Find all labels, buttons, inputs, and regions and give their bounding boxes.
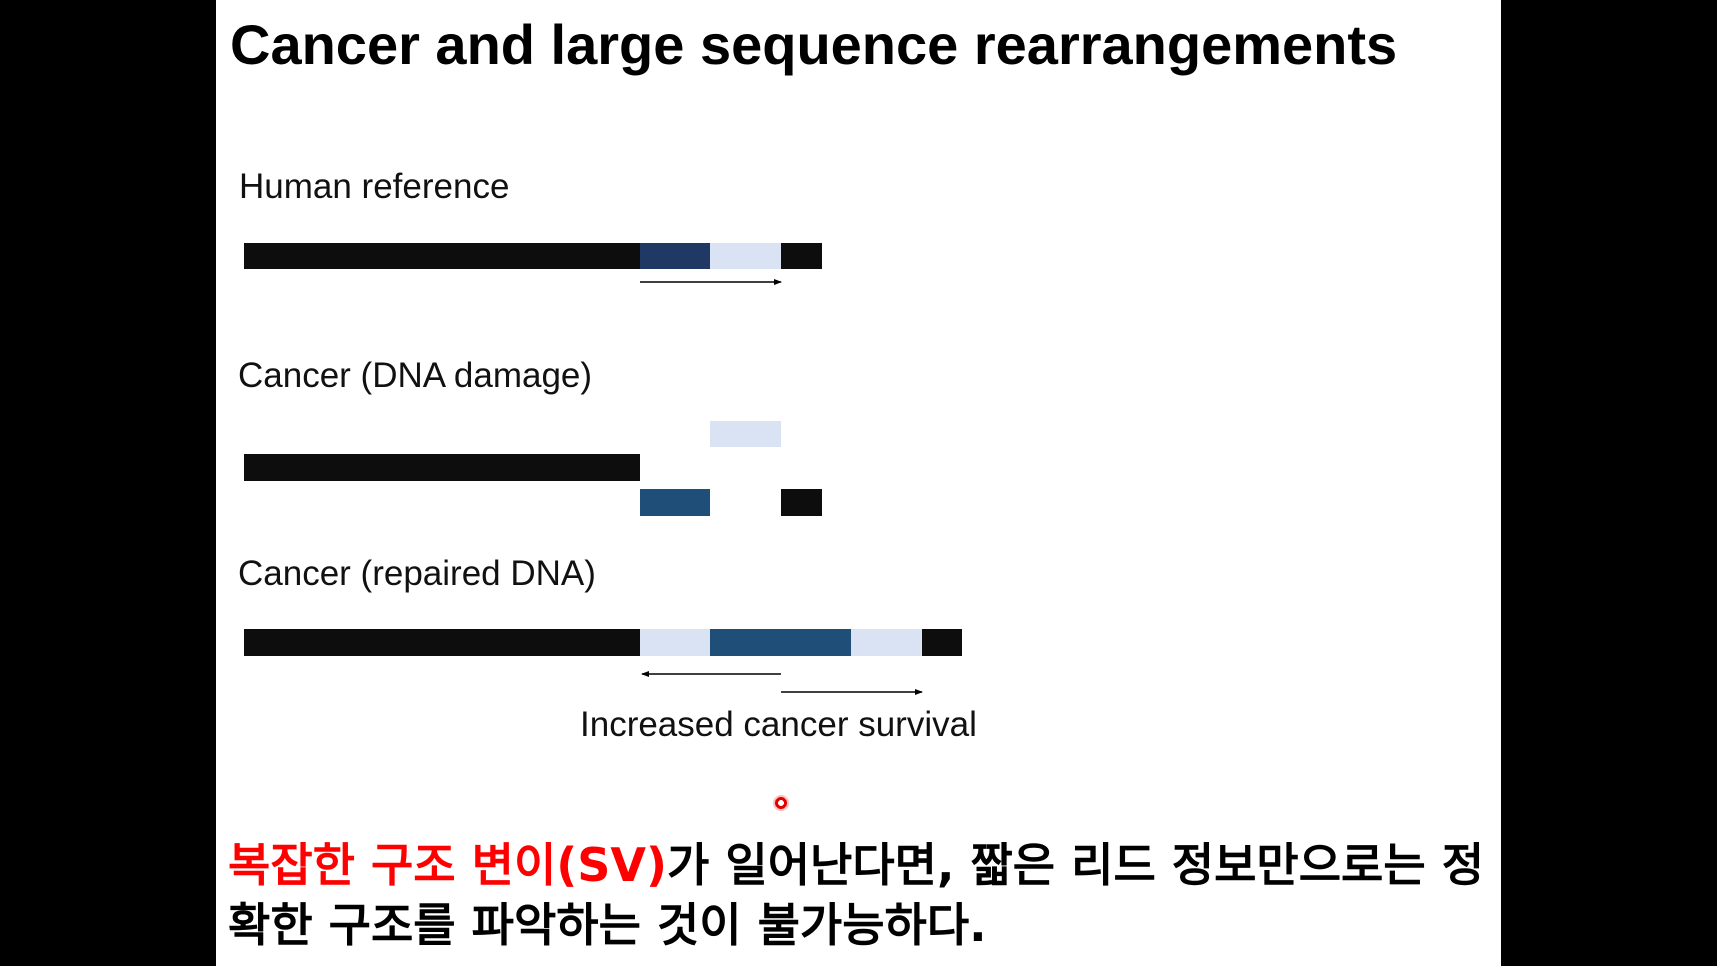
reference-dark-blue-segment [640,243,710,269]
cancer-damage-track [244,421,822,516]
repaired-blue-segment [710,629,851,656]
repaired-black-segment-left [244,629,640,656]
repaired-light-blue-segment-1 [640,629,710,656]
bottom-highlight-text: 복잡한 구조 변이(SV) [228,838,668,892]
bottom-rest-text: 가 일어난다면, 짧은 리드 정보만으로는 정확한 구조를 파악하는 것이 불가… [228,838,1485,952]
damage-black-fragment [781,489,822,516]
damage-black-segment [244,454,640,481]
reference-black-segment-left [244,243,640,269]
dna-diagram [244,243,962,695]
slide-title: Cancer and large sequence rearrangements [230,13,1398,76]
human-reference-label: Human reference [239,167,510,206]
human-reference-track [244,243,822,285]
repaired-black-segment-right [922,629,962,656]
cancer-repaired-track [244,629,962,695]
pointer-indicator [773,795,789,811]
damage-blue-fragment [640,489,710,516]
cancer-repaired-label: Cancer (repaired DNA) [238,554,596,593]
reference-black-segment-right [781,243,822,269]
bottom-explanation: 복잡한 구조 변이(SV)가 일어난다면, 짧은 리드 정보만으로는 정확한 구… [228,835,1488,955]
survival-note-label: Increased cancer survival [580,705,977,744]
repaired-light-blue-segment-2 [851,629,922,656]
damage-light-blue-fragment [710,421,781,447]
slide: Cancer and large sequence rearrangements… [216,0,1501,966]
reference-light-blue-segment [710,243,781,269]
cancer-damage-label: Cancer (DNA damage) [238,356,593,395]
